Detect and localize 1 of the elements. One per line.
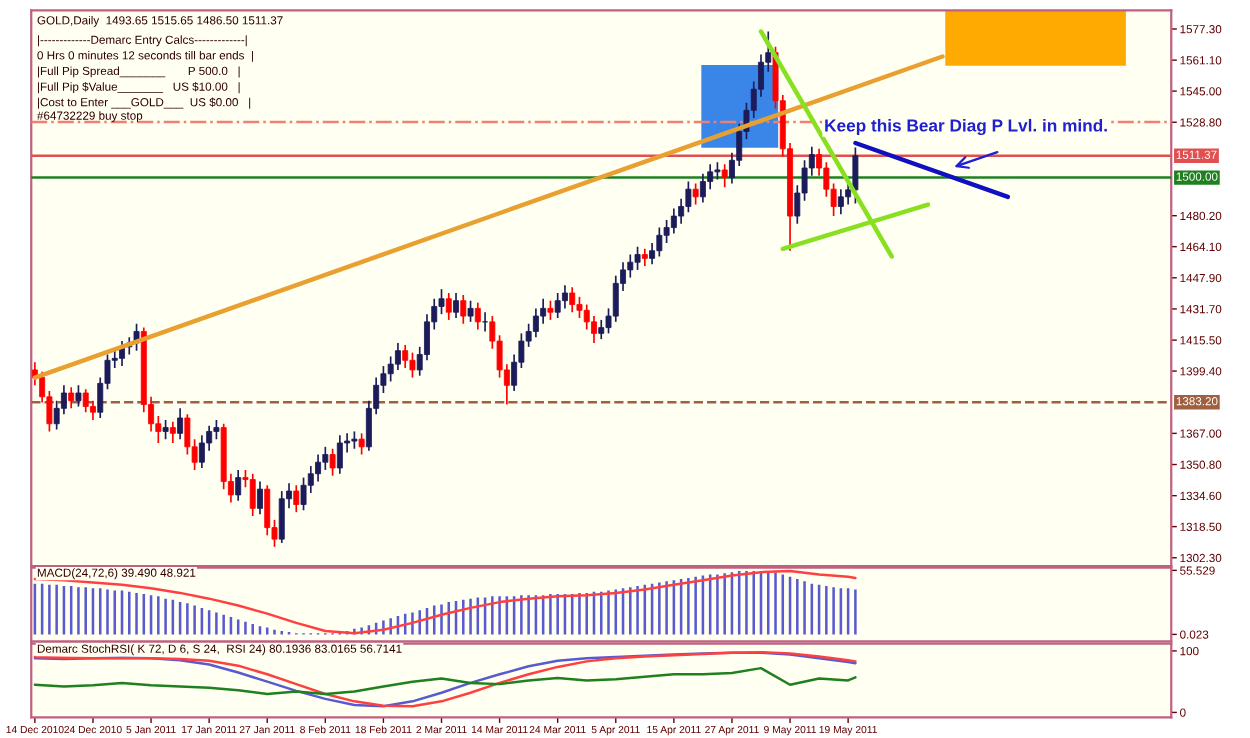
annotation: Keep this Bear Diag P Lvl. in mind.: [825, 118, 1107, 136]
